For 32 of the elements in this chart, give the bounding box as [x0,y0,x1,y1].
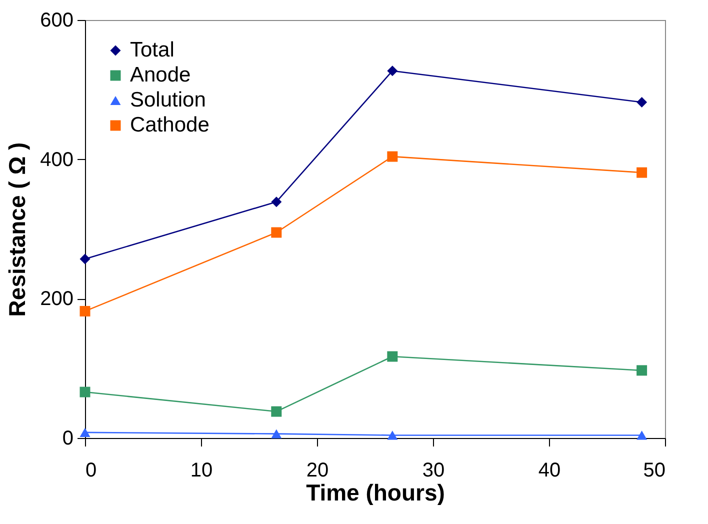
point [80,306,90,316]
y-axis-title: Resistance ( Ω ) [4,142,30,317]
legend-label: Solution [130,88,206,112]
point [387,66,398,76]
point [80,428,90,437]
x-tick-label: 50 [643,460,666,482]
point [271,429,282,438]
point [636,365,648,376]
point [271,196,282,208]
y-tick-label: 600 [40,10,74,32]
point [387,430,398,440]
x-tick-label: 20 [306,460,329,482]
point [271,227,282,238]
point [636,430,648,440]
y-tick-label: 400 [40,148,74,171]
point [636,167,648,178]
y-tick-label: 0 [62,428,74,450]
x-tick-label: 40 [538,460,561,482]
x-tick-label: 30 [422,460,445,482]
x-tick-label: 0 [86,460,97,482]
point [80,254,90,264]
point [387,351,398,362]
point [80,386,90,398]
point [636,96,648,108]
point [271,406,282,417]
y-tick-label: 200 [40,288,74,310]
legend-label: Cathode [130,114,210,136]
legend-label: Anode [130,64,191,86]
x-tick-label: 10 [190,460,213,482]
legend-label: Total [130,38,174,62]
point [387,151,398,162]
x-axis-title: Time (hours) [306,480,445,506]
